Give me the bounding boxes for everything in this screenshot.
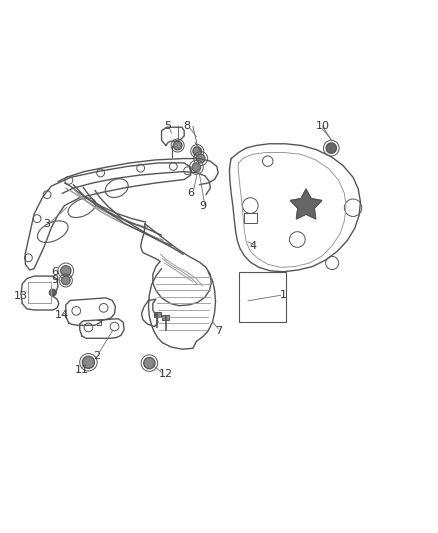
Circle shape — [144, 358, 155, 369]
Text: 13: 13 — [14, 291, 28, 301]
Circle shape — [193, 147, 201, 156]
Circle shape — [61, 276, 70, 285]
Text: 11: 11 — [74, 365, 88, 375]
Text: 4: 4 — [250, 240, 257, 251]
Bar — [244, 213, 257, 223]
Text: 3: 3 — [43, 219, 50, 229]
Circle shape — [326, 143, 336, 154]
Text: 9: 9 — [199, 201, 207, 212]
Bar — [239, 272, 286, 322]
Text: 5: 5 — [164, 122, 171, 131]
Text: 9: 9 — [51, 276, 59, 286]
Text: 10: 10 — [316, 122, 330, 131]
Polygon shape — [290, 189, 322, 219]
Bar — [154, 312, 161, 317]
Text: 6: 6 — [51, 267, 58, 277]
Circle shape — [192, 163, 201, 172]
Text: 1: 1 — [280, 290, 287, 300]
Text: 6: 6 — [187, 188, 194, 198]
Circle shape — [60, 265, 71, 276]
Text: 2: 2 — [93, 351, 100, 361]
Text: 8: 8 — [184, 122, 191, 131]
Text: 12: 12 — [159, 369, 173, 379]
Circle shape — [173, 141, 182, 150]
Circle shape — [49, 289, 56, 296]
Bar — [162, 315, 170, 320]
Text: 14: 14 — [55, 310, 69, 320]
Circle shape — [196, 154, 205, 163]
Text: 7: 7 — [215, 326, 222, 336]
Circle shape — [82, 356, 95, 368]
